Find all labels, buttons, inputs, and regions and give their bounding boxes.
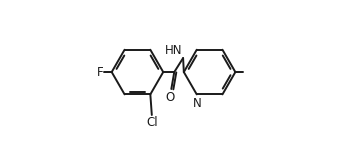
Text: N: N — [193, 97, 202, 110]
Text: F: F — [97, 66, 104, 79]
Text: HN: HN — [165, 44, 182, 57]
Text: O: O — [165, 91, 174, 104]
Text: Cl: Cl — [146, 116, 158, 129]
